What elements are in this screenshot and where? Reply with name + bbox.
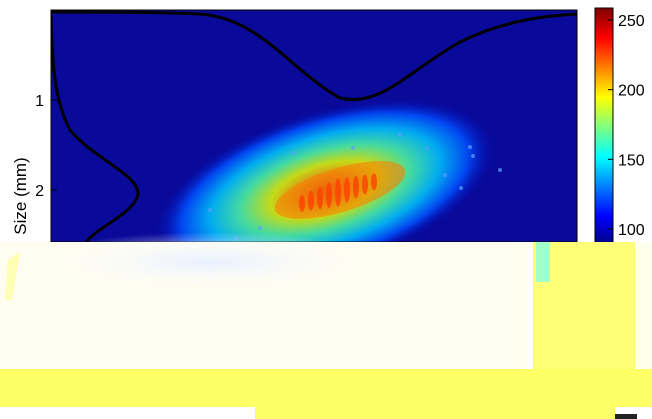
colorbar-tick-label: 150: [618, 152, 645, 169]
colorbar-tick-label: 250: [618, 13, 645, 30]
y-axis-label: Size (mm): [11, 157, 30, 234]
fringe-pattern: [299, 173, 377, 212]
colorbar: [594, 7, 614, 247]
colorbar-tick-label: 100: [618, 222, 645, 239]
y-tick-label: 2: [35, 183, 44, 200]
colorbar-tick-label: 200: [618, 83, 645, 100]
horizontal-profile-curve: [51, 10, 577, 101]
overlay-region: [0, 232, 652, 419]
colorbar-ticks: 100 150 200 250: [608, 13, 645, 239]
vertical-profile-curve: [51, 14, 140, 242]
y-axis: 12: [35, 93, 57, 200]
y-tick-label: 1: [35, 93, 44, 110]
